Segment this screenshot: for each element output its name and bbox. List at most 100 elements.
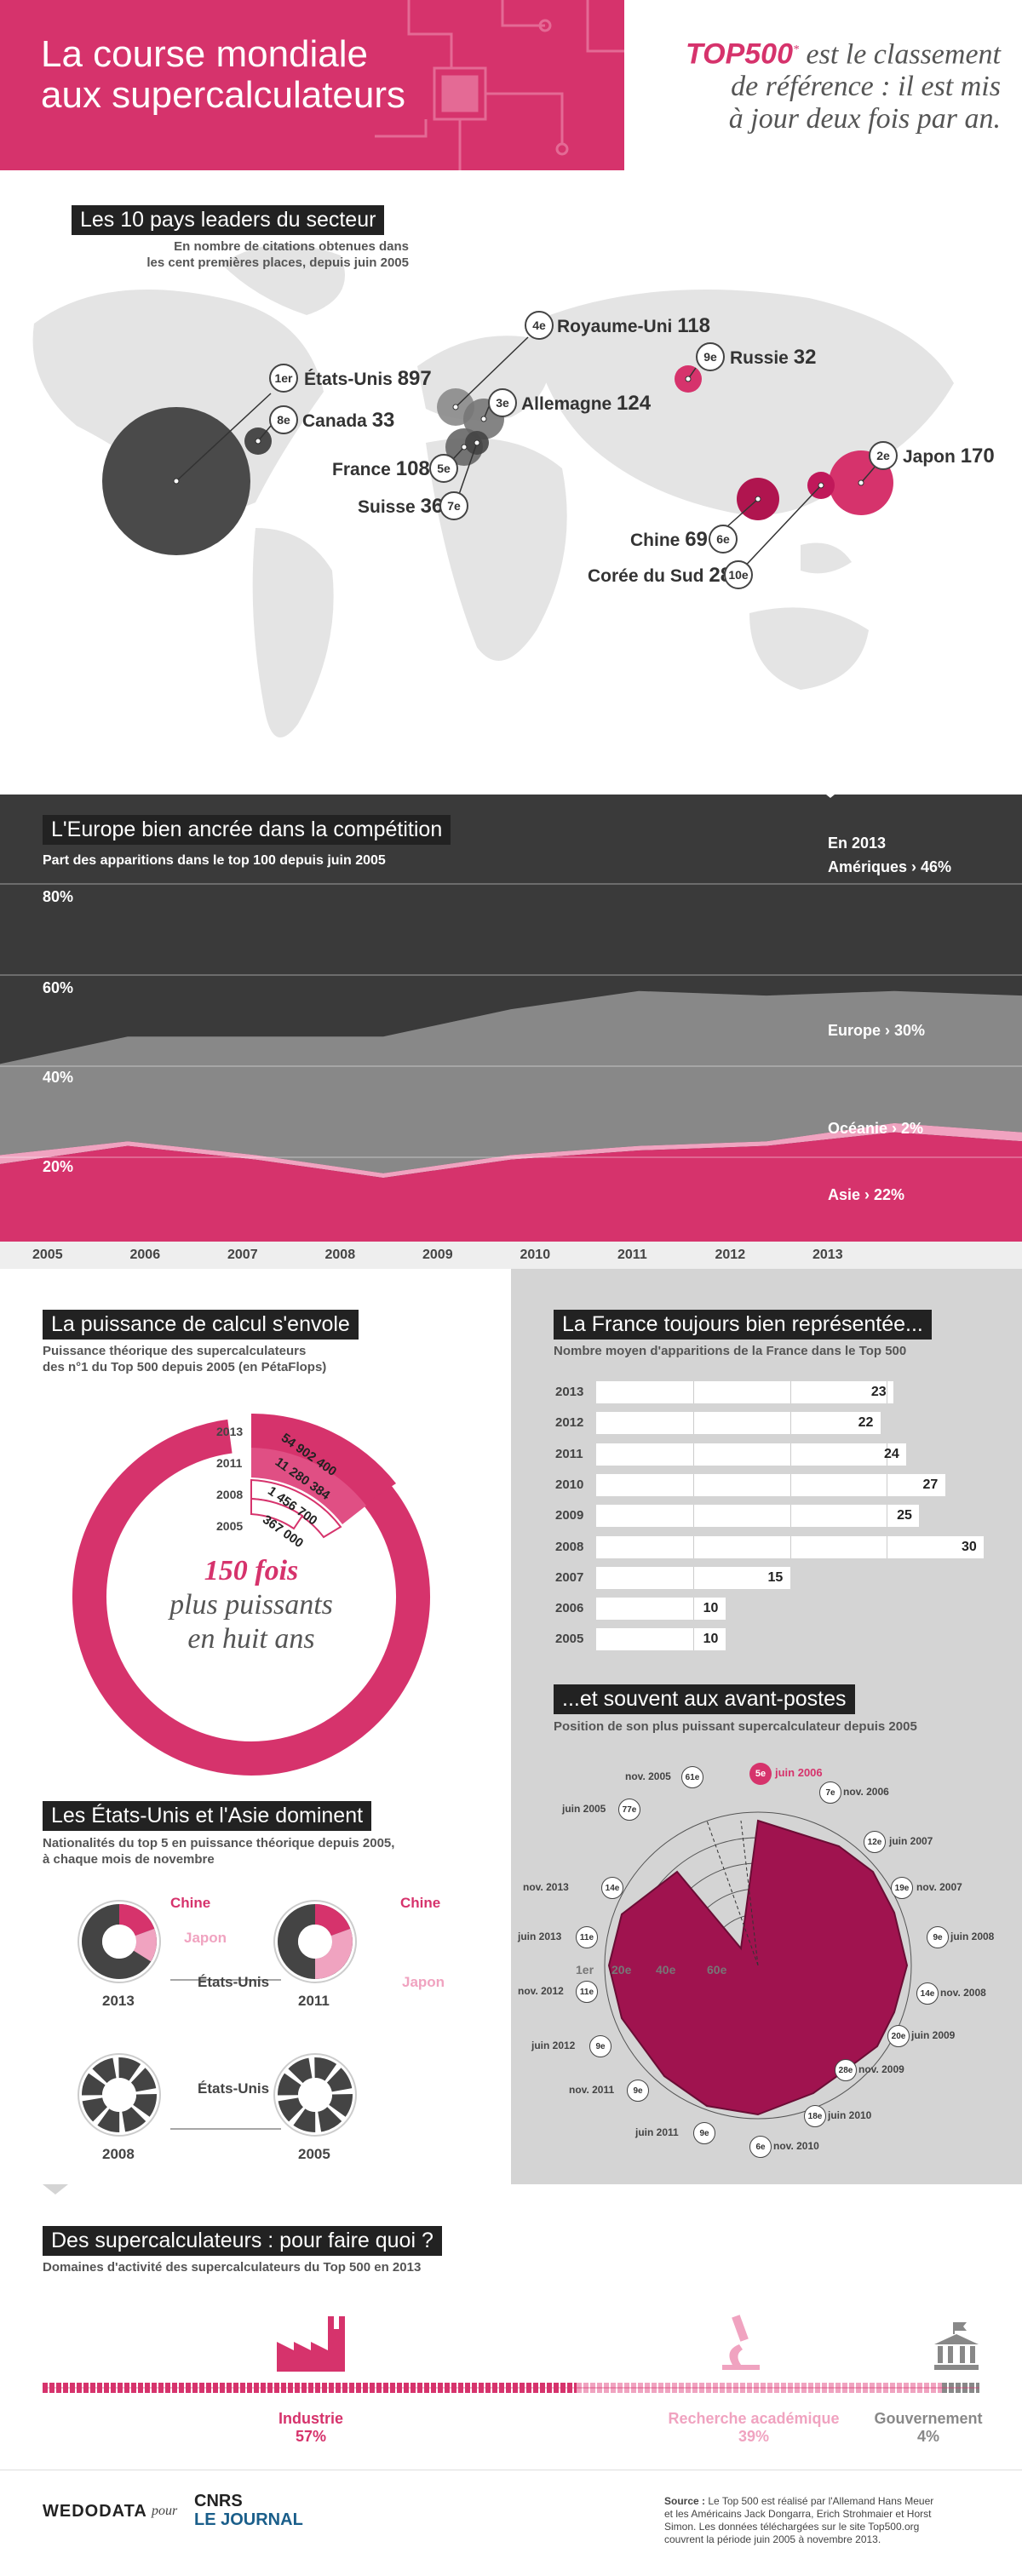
radar-date: juin 2013 [518,1931,562,1942]
domain-recherche: Recherche académique 39% [668,2410,840,2445]
label-canada: Canada 33 [302,409,395,432]
radar-badge: 6e [749,2136,772,2158]
radar-badge: 20e [887,2025,910,2047]
label-japon: Japon [184,1930,227,1946]
radar-label-highlight: juin 2006 [775,1766,823,1779]
bar [596,1535,984,1558]
footer-pour: pour [152,2504,178,2518]
top500-label: TOP500 [685,37,793,71]
xtick: 2005 [32,1248,63,1262]
pointer-notch [818,788,843,798]
radar-date: nov. 2007 [916,1881,962,1893]
ring-label: 1er [576,1963,594,1976]
cnrs-logo: CNRS LE JOURNAL [194,2492,303,2529]
wedge-2011 [251,1448,366,1524]
bar [596,1381,893,1403]
donut-grid [78,1900,357,2137]
france-subtitle: Nombre moyen d'apparitions de la France … [554,1344,907,1358]
power-year: 2011 [216,1456,243,1470]
donut-2008 [78,2053,161,2137]
domain-gouvernement: Gouvernement 4% [874,2410,983,2445]
label-chine: Chine [170,1895,211,1911]
label-usa-2: États-Unis [198,2080,270,2097]
area-océanie [0,1122,1022,1179]
power-year: 2005 [216,1519,244,1533]
legend-oceania: Océanie › 2% [828,1120,924,1137]
radar-badge: 61e [681,1766,703,1788]
world-map [0,170,1022,795]
map-subtitle: En nombre de citations obtenues dans les … [146,239,409,270]
radar-date: nov. 2006 [843,1786,889,1798]
bar [596,1443,906,1466]
power-year: 2013 [216,1425,244,1438]
tagline-1: est le classement [806,38,1002,71]
radar-date: juin 2011 [635,2126,679,2138]
radar-badge: 77e [618,1799,640,1821]
radar-date: nov. 2012 [518,1985,564,1997]
xtick: 2006 [129,1248,161,1262]
domain-segment [577,2383,942,2393]
label-germany: Allemagne 124 [521,392,652,415]
power-year: 2008 [216,1488,244,1501]
rank-badge: 10e [724,560,753,589]
avant-title: ...et souvent aux avant-postes [554,1684,855,1714]
radar-badge-highlight: 5e [749,1763,772,1785]
europe-title: L'Europe bien ancrée dans la compétition [43,815,451,845]
header-right [624,0,1022,170]
domain-segment [942,2383,979,2393]
title-line-1: La course mondiale [41,33,369,75]
power-title: La puissance de calcul s'envole [43,1310,359,1340]
radar-badge: 14e [916,1982,939,2005]
map-title: Les 10 pays leaders du secteur [72,205,385,235]
bar [596,1566,790,1589]
xtick: 2012 [715,1248,746,1262]
radar-date: nov. 2008 [940,1987,986,1999]
tagline-3: à jour deux fois par an. [728,103,1001,135]
bar-year: 2010 [555,1477,584,1492]
footer [0,2470,1022,2576]
wedge-2013 [251,1414,396,1503]
label-usa: États-Unis 897 [304,367,432,390]
radar-date: juin 2010 [828,2109,872,2121]
bar-value: 24 [884,1446,899,1461]
radar-date: nov. 2010 [773,2140,819,2152]
legend-americas: Amériques › 46% [828,858,952,875]
label-switzerland: Suisse 36 [358,495,444,518]
bar-value: 22 [858,1415,874,1431]
radar-date: nov. 2011 [569,2084,615,2096]
ytick: 20% [43,1158,74,1175]
radar-date: juin 2007 [889,1835,933,1847]
europe-subtitle: Part des apparitions dans le top 100 dep… [43,853,386,868]
radar-date: juin 2005 [562,1803,606,1815]
radar-date: nov. 2005 [625,1770,671,1782]
label-japon: Japon [402,1974,445,1990]
radar-date: juin 2008 [950,1931,995,1942]
domains-subtitle: Domaines d'activité des supercalculateur… [43,2260,422,2275]
label-france: France 108 [332,457,430,480]
radar-badge: 11e [576,1926,598,1948]
radar-badge: 9e [693,2122,715,2144]
xtick: 2008 [324,1248,356,1262]
radar-badge: 9e [927,1926,949,1948]
rank-badge: 6e [709,525,738,554]
header-banner: La course mondiale aux supercalculateurs [0,0,624,170]
radar-badge: 14e [601,1877,623,1899]
label-usa-1: États-Unis [198,1974,270,1990]
usasia-title: Les États-Unis et l'Asie dominent [43,1801,372,1831]
radar-badge: 18e [804,2105,826,2127]
domain-segment [43,2383,577,2393]
domain-line [43,2387,979,2389]
bar-value: 25 [897,1508,912,1523]
radar-badge: 19e [891,1877,913,1899]
rank-badge: 3e [488,388,517,417]
radar-badge: 9e [589,2035,611,2057]
france-title: La France toujours bien représentée... [554,1310,932,1340]
label-chine: Chine [400,1895,441,1911]
rank-badge: 8e [269,405,298,434]
bar [596,1628,726,1651]
radar-badge: 28e [835,2059,857,2081]
radar-badge: 9e [627,2080,649,2102]
donut-year: 2005 [298,2146,330,2162]
power-rings [72,1414,430,1776]
x-axis-row [0,1242,1022,1269]
